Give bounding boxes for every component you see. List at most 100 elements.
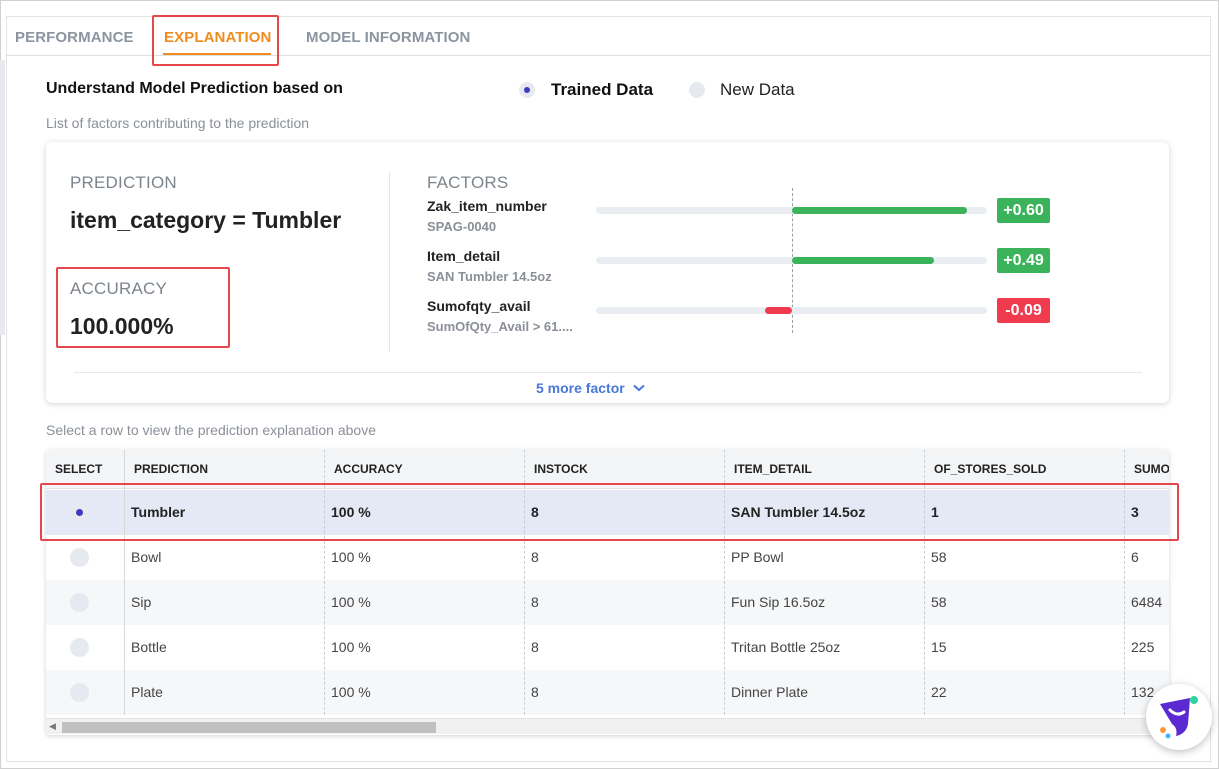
row-select-radio[interactable] [70, 683, 89, 702]
cell-sumo: 6 [1131, 549, 1139, 565]
column-divider [324, 450, 325, 715]
active-tab-indicator [163, 53, 271, 55]
factor-bar-track [596, 257, 987, 264]
tab-model-information[interactable]: MODEL INFORMATION [306, 29, 471, 46]
factor-value: SPAG-0040 [427, 219, 497, 234]
cell-sumo: 132 [1131, 684, 1155, 700]
tab-explanation[interactable]: EXPLANATION [164, 29, 272, 46]
cell-sumo: 225 [1131, 639, 1155, 655]
tab-bar [6, 16, 1211, 56]
cell-of-stores-sold: 58 [931, 549, 947, 565]
column-divider [1124, 450, 1125, 715]
left-rail [0, 60, 5, 335]
cell-of-stores-sold: 58 [931, 594, 947, 610]
scroll-left-icon[interactable]: ◀ [49, 721, 56, 731]
prediction-value: item_category = Tumbler [70, 207, 342, 233]
cell-accuracy: 100 % [331, 549, 371, 565]
card-divider [74, 372, 1142, 373]
factor-impact-badge: +0.49 [997, 248, 1050, 273]
cell-accuracy: 100 % [331, 594, 371, 610]
row-select-radio[interactable] [70, 638, 89, 657]
factor-bar-track [596, 307, 987, 314]
cell-accuracy: 100 % [331, 504, 371, 520]
cell-of-stores-sold: 1 [931, 504, 939, 520]
table-hint: Select a row to view the prediction expl… [46, 422, 376, 438]
more-factors-label: 5 more factor [536, 380, 625, 396]
horizontal-scrollbar[interactable]: ◀ [46, 718, 1169, 734]
column-divider [524, 450, 525, 715]
radio-trained-data[interactable] [519, 82, 535, 98]
cell-instock: 8 [531, 504, 539, 520]
accuracy-value: 100.000% [70, 313, 174, 339]
row-select-radio[interactable] [70, 503, 89, 522]
radio-new-data-label[interactable]: New Data [720, 80, 795, 99]
cell-prediction: Bowl [131, 549, 162, 565]
table-row[interactable]: Bottle 100 % 8 Tritan Bottle 25oz 15 225 [46, 625, 1169, 670]
cell-instock: 8 [531, 549, 539, 565]
factor-name: Sumofqty_avail [427, 298, 531, 314]
factor-impact-badge: -0.09 [997, 298, 1050, 323]
column-header-select[interactable]: SELECT [55, 462, 103, 476]
row-select-radio[interactable] [70, 548, 89, 567]
cell-prediction: Bottle [131, 639, 167, 655]
scrollbar-thumb[interactable] [62, 722, 436, 733]
cell-instock: 8 [531, 594, 539, 610]
table-header: SELECT PREDICTION ACCURACY INSTOCK ITEM_… [46, 450, 1169, 489]
cell-prediction: Sip [131, 594, 152, 610]
cell-sumo: 3 [1131, 504, 1139, 520]
column-divider [724, 450, 725, 715]
factor-bar-fill [791, 207, 967, 214]
cell-instock: 8 [531, 639, 539, 655]
factor-value: SumOfQty_Avail > 61.... [427, 319, 573, 334]
row-select-radio[interactable] [70, 593, 89, 612]
factor-impact-badge: +0.60 [997, 198, 1050, 223]
factor-name: Item_detail [427, 248, 501, 264]
cell-of-stores-sold: 15 [931, 639, 947, 655]
more-factors-link[interactable]: 5 more factor [536, 379, 645, 396]
radio-trained-data-label[interactable]: Trained Data [551, 80, 654, 99]
column-divider [924, 450, 925, 715]
factor-bar-track [596, 207, 987, 214]
page-subtitle: List of factors contributing to the pred… [46, 115, 310, 131]
highlight-box-accuracy [56, 267, 230, 348]
factor-bar-fill [765, 307, 792, 314]
card-vertical-divider [389, 172, 390, 352]
factor-value: SAN Tumbler 14.5oz [427, 269, 552, 284]
accuracy-label: ACCURACY [70, 279, 168, 298]
table-row[interactable]: Sip 100 % 8 Fun Sip 16.5oz 58 6484 [46, 580, 1169, 625]
cell-of-stores-sold: 22 [931, 684, 947, 700]
table-row[interactable]: Bowl 100 % 8 PP Bowl 58 6 [46, 535, 1169, 580]
page-title: Understand Model Prediction based on [46, 80, 343, 97]
column-header-accuracy[interactable]: ACCURACY [334, 462, 403, 476]
column-header-instock[interactable]: INSTOCK [534, 462, 588, 476]
table-row[interactable]: Plate 100 % 8 Dinner Plate 22 132 [46, 670, 1169, 715]
prediction-table: SELECT PREDICTION ACCURACY INSTOCK ITEM_… [46, 450, 1169, 735]
cell-item-detail: Fun Sip 16.5oz [731, 594, 826, 610]
cell-accuracy: 100 % [331, 639, 371, 655]
cell-sumo: 6484 [1131, 594, 1163, 610]
cell-item-detail: PP Bowl [731, 549, 784, 565]
factor-bar-fill [791, 257, 935, 264]
cell-item-detail: SAN Tumbler 14.5oz [731, 504, 866, 520]
chevron-down-icon [633, 379, 645, 395]
factors-label: FACTORS [427, 173, 509, 192]
prediction-label: PREDICTION [70, 173, 177, 192]
cell-item-detail: Tritan Bottle 25oz [731, 639, 841, 655]
chat-launcher-button[interactable] [1146, 684, 1212, 750]
cell-prediction: Plate [131, 684, 163, 700]
column-divider [124, 450, 125, 715]
factor-name: Zak_item_number [427, 198, 547, 214]
tab-performance[interactable]: PERFORMANCE [15, 29, 134, 46]
table-row[interactable]: Tumbler 100 % 8 SAN Tumbler 14.5oz 1 3 [46, 490, 1169, 535]
radio-selected-dot [524, 87, 530, 93]
cell-instock: 8 [531, 684, 539, 700]
highlight-box-tab [152, 15, 279, 66]
column-header-of-stores-sold[interactable]: OF_STORES_SOLD [934, 462, 1047, 476]
column-header-sumo[interactable]: SUMO [1134, 462, 1169, 476]
prediction-card [46, 142, 1169, 403]
radio-new-data[interactable] [689, 82, 705, 98]
radio-selected-dot [76, 509, 83, 516]
column-header-item-detail[interactable]: ITEM_DETAIL [734, 462, 812, 476]
cell-prediction: Tumbler [131, 504, 186, 520]
column-header-prediction[interactable]: PREDICTION [134, 462, 209, 476]
